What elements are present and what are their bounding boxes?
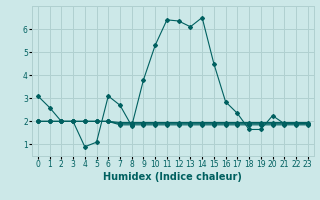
X-axis label: Humidex (Indice chaleur): Humidex (Indice chaleur) xyxy=(103,172,242,182)
